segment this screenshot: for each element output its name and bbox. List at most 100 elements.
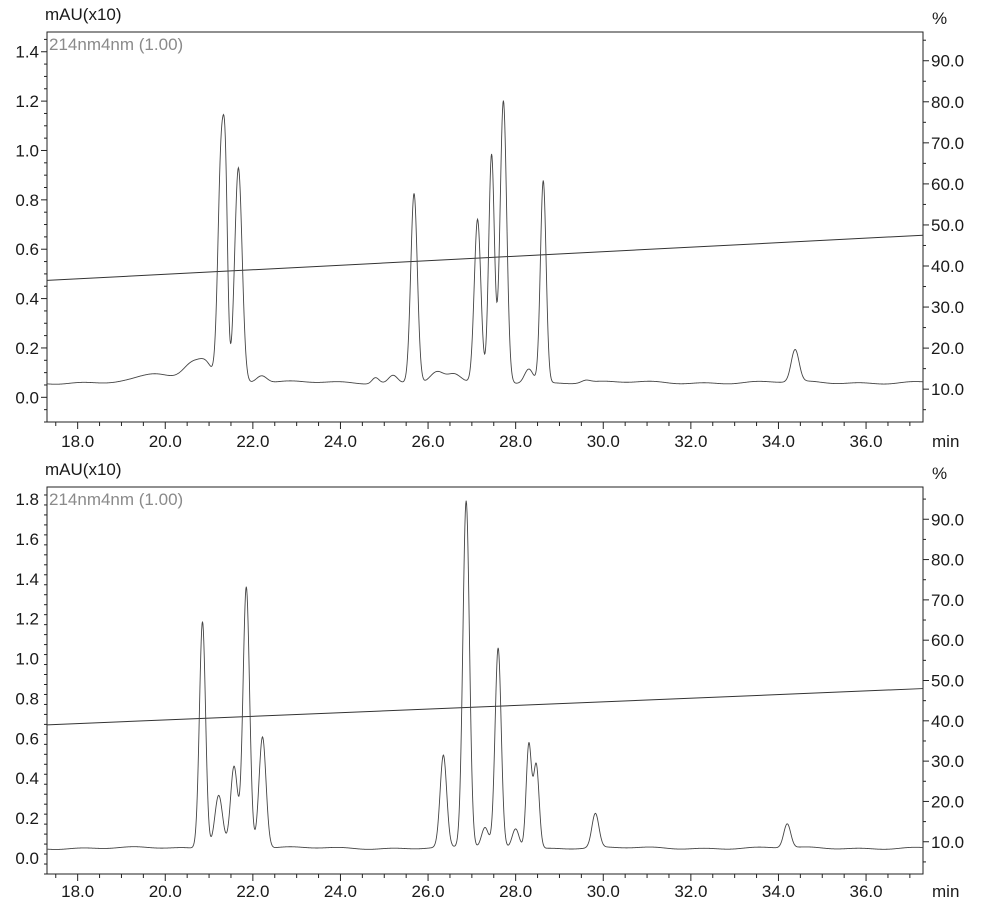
peak-apex-0 xyxy=(156,373,157,374)
x-tick-label: 34.0 xyxy=(762,882,795,901)
chromatogram-trace xyxy=(46,500,924,850)
y2-tick-label: 10.0 xyxy=(931,380,964,399)
x-tick-label: 36.0 xyxy=(850,432,883,451)
x-tick-label: 24.0 xyxy=(324,882,357,901)
y-tick-label: 0.4 xyxy=(15,769,39,788)
y-axis-label: mAU(x10) xyxy=(45,460,122,479)
y2-tick-label: 60.0 xyxy=(931,175,964,194)
y-tick-label: 0.8 xyxy=(15,191,39,210)
y-tick-label: 1.4 xyxy=(15,43,39,62)
x-tick-label: 28.0 xyxy=(499,432,532,451)
y2-tick-label: 50.0 xyxy=(931,216,964,235)
y2-tick-label: 40.0 xyxy=(931,257,964,276)
x-tick-label: 34.0 xyxy=(762,432,795,451)
x-tick-label: 36.0 xyxy=(850,882,883,901)
y-tick-label: 0.2 xyxy=(15,809,39,828)
y-tick-label: 0.6 xyxy=(15,240,39,259)
x-tick-label: 32.0 xyxy=(674,432,707,451)
x-tick-label: 18.0 xyxy=(61,882,94,901)
chromatogram-panel-top: mAU(x10)% min 214nm4nm (1.00) 18.0 20.0 22.0 2… xyxy=(0,0,983,456)
y-tick-label: 1.8 xyxy=(15,490,39,509)
x-axis-label: min xyxy=(932,432,959,451)
y-tick-label: 1.2 xyxy=(15,92,39,111)
y-tick-label: 0.4 xyxy=(15,290,39,309)
peak-apex-18 xyxy=(795,350,796,351)
peak-apex-2 xyxy=(233,766,234,767)
peak-apex-1 xyxy=(193,362,194,363)
plot-frame xyxy=(46,486,924,875)
y2-tick-label: 60.0 xyxy=(931,631,964,650)
y2-axis-label: % xyxy=(932,464,947,483)
chromatogram-top: mAU(x10) % min 214nm4nm (1.00) 18.0 20.0 22.0 2… xyxy=(15,5,964,451)
peak-apex-3 xyxy=(221,150,222,151)
peak-apex-11 xyxy=(536,764,537,765)
x-tick-label: 22.0 xyxy=(236,882,269,901)
peak-apex-5 xyxy=(443,756,444,757)
peak-apex-4 xyxy=(225,246,226,247)
legend-entry: 214nm4nm (1.00) xyxy=(49,490,183,509)
peak-apex-9 xyxy=(515,828,516,829)
y2-tick-label: 30.0 xyxy=(931,298,964,317)
peak-apex-7 xyxy=(484,828,485,829)
x-tick-label: 20.0 xyxy=(149,432,182,451)
x-axis-label: min xyxy=(932,882,959,901)
chromatogram-trace xyxy=(46,100,924,385)
x-tick-label: 18.0 xyxy=(61,432,94,451)
x-tick-label: 32.0 xyxy=(674,882,707,901)
peak-apex-5 xyxy=(238,167,239,168)
x-tick-label: 28.0 xyxy=(499,882,532,901)
y2-tick-label: 90.0 xyxy=(931,510,964,529)
peak-apex-1 xyxy=(218,794,219,795)
peak-apex-6 xyxy=(466,500,467,501)
x-tick-label: 30.0 xyxy=(587,432,620,451)
chromatogram-panel-bottom: mAU(x10)% min 214nm4nm (1.00) 18.0 20.0 22.0 2… xyxy=(0,456,983,913)
y-tick-label: 1.4 xyxy=(15,570,39,589)
y-tick-label: 1.0 xyxy=(15,650,39,669)
y2-tick-label: 50.0 xyxy=(931,672,964,691)
peak-apex-3 xyxy=(246,586,247,587)
y2-tick-label: 80.0 xyxy=(931,551,964,570)
x-tick-label: 20.0 xyxy=(149,882,182,901)
peak-apex-16 xyxy=(543,180,544,181)
y2-tick-label: 10.0 xyxy=(931,833,964,852)
x-tick-label: 26.0 xyxy=(412,882,445,901)
gradient-line xyxy=(46,234,924,281)
x-tick-label: 30.0 xyxy=(587,882,620,901)
peak-apex-10 xyxy=(436,372,437,373)
peak-apex-10 xyxy=(528,744,529,745)
peak-apex-12 xyxy=(595,814,596,815)
y2-tick-label: 70.0 xyxy=(931,134,964,153)
y2-tick-label: 40.0 xyxy=(931,712,964,731)
peak-apex-15 xyxy=(528,367,529,368)
y-tick-label: 0.2 xyxy=(15,339,39,358)
x-tick-label: 26.0 xyxy=(412,432,445,451)
plot-frame xyxy=(46,31,924,423)
y-tick-label: 0.0 xyxy=(15,849,39,868)
peak-apex-7 xyxy=(375,376,376,377)
y-axis-label: mAU(x10) xyxy=(45,5,122,24)
peak-apex-6 xyxy=(261,375,262,376)
peak-apex-8 xyxy=(392,375,393,376)
peak-apex-2 xyxy=(206,367,207,368)
y-tick-label: 1.2 xyxy=(15,610,39,629)
peak-apex-13 xyxy=(491,155,492,156)
peak-apex-14 xyxy=(503,101,504,102)
peak-apex-11 xyxy=(454,375,455,376)
y-tick-label: 1.0 xyxy=(15,141,39,160)
y2-tick-label: 20.0 xyxy=(931,339,964,358)
y2-tick-label: 80.0 xyxy=(931,93,964,112)
legend-entry: 214nm4nm (1.00) xyxy=(49,35,183,54)
peak-apex-8 xyxy=(498,648,499,649)
peak-apex-17 xyxy=(585,379,586,380)
chromatogram-bottom: mAU(x10) % min 214nm4nm (1.00) 18.0 20.0 22.0 2… xyxy=(15,460,964,901)
peak-apex-9 xyxy=(413,192,414,193)
x-tick-label: 24.0 xyxy=(324,432,357,451)
y2-tick-label: 30.0 xyxy=(931,752,964,771)
gradient-line xyxy=(46,688,924,726)
peak-apex-0 xyxy=(202,620,203,621)
peak-apex-12 xyxy=(477,219,478,220)
x-tick-label: 22.0 xyxy=(236,432,269,451)
y-tick-label: 0.6 xyxy=(15,729,39,748)
peak-apex-13 xyxy=(787,824,788,825)
y-tick-label: 0.0 xyxy=(15,388,39,407)
